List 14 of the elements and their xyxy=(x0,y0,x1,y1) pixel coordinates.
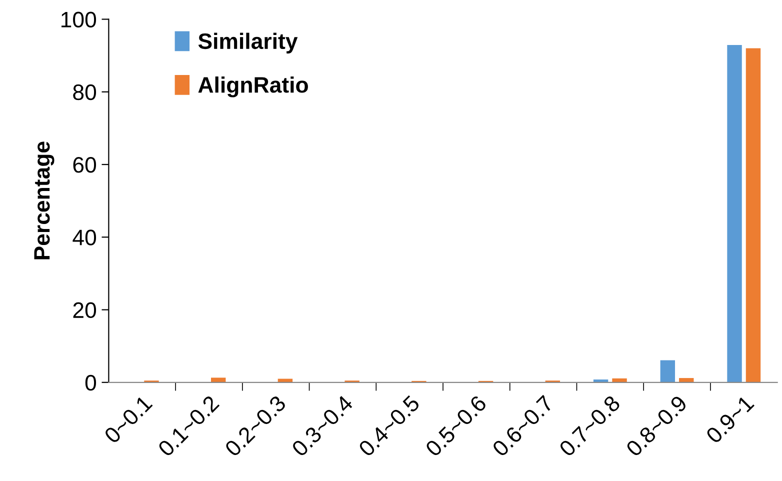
bar xyxy=(727,45,742,382)
y-axis-title: Percentage xyxy=(34,142,54,260)
bar xyxy=(660,360,676,382)
legend-label: AlignRatio xyxy=(198,76,308,98)
y-tick-label: 20 xyxy=(73,302,96,318)
legend-label: Similarity xyxy=(198,32,298,54)
y-tick-label: 80 xyxy=(73,84,96,100)
y-tick-label: 60 xyxy=(73,157,96,173)
y-tick-label: 40 xyxy=(72,230,96,246)
bar xyxy=(210,378,226,382)
bar xyxy=(746,48,761,382)
y-tick-label: 100 xyxy=(62,12,96,28)
bar xyxy=(679,378,694,382)
y-tick-label: 0 xyxy=(85,374,96,391)
